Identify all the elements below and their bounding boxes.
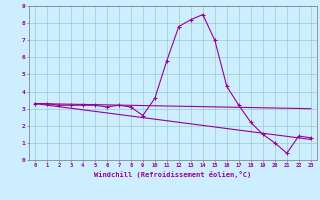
X-axis label: Windchill (Refroidissement éolien,°C): Windchill (Refroidissement éolien,°C) (94, 171, 252, 178)
